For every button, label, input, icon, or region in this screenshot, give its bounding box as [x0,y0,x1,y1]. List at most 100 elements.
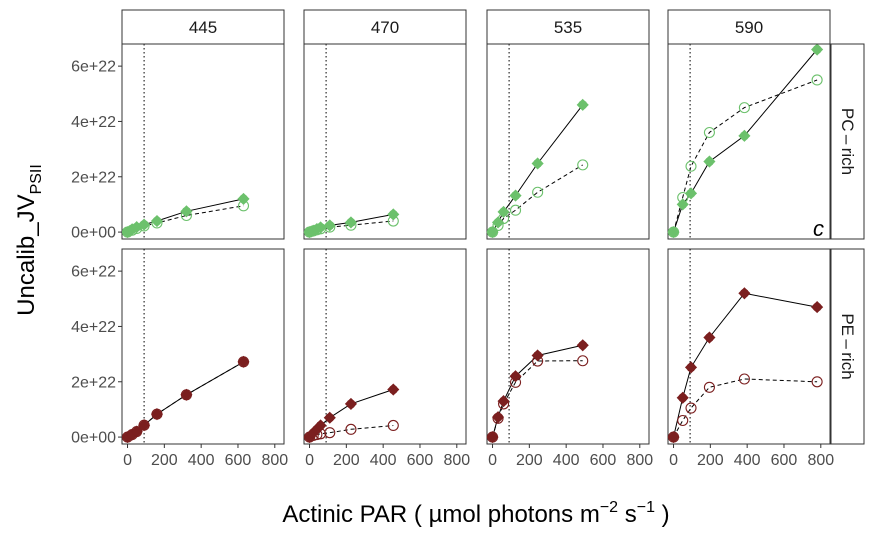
filled-point-core [686,362,696,372]
series-open-line [673,378,818,438]
filled-point-core [346,217,356,227]
x-axis-title-tail: ) [655,501,670,528]
panel-border [303,43,467,240]
filled-point-core [533,350,543,360]
open-point [577,355,589,367]
panel-annotation: c [813,216,824,241]
column-strip-label-445: 445 [189,18,217,37]
column-strip-445 [121,9,285,45]
filled-point-core [181,206,191,216]
column-strip-label-470: 470 [371,18,399,37]
filled-point-core [316,222,326,232]
x-tick-label: 0 [488,452,497,469]
filled-point-core [669,432,679,442]
panel-r0-c3 [667,43,831,240]
filled-point-core [533,158,543,168]
open-point [738,102,750,114]
open-point [577,159,589,171]
x-tick-label: 800 [807,452,834,469]
open-point [738,373,750,385]
y-tick-label: 2e+22 [71,169,116,186]
y-tick-label: 0e+00 [71,225,116,242]
series-solid-line [673,49,818,233]
filled-point-core [316,420,326,430]
panel-border [667,248,831,445]
column-strip-535 [486,9,650,45]
y-tick-label: 0e+00 [71,430,116,447]
filled-point-core [678,199,688,209]
x-tick-label: 400 [188,452,215,469]
panel-r0-c1 [303,43,467,240]
x-tick-label: 800 [443,452,470,469]
open-point [811,376,823,388]
open-point [677,414,689,427]
filled-point-core [181,390,191,400]
x-axis-title-mid: s [618,501,637,528]
filled-point-core [812,45,822,55]
x-tick-label: 200 [516,452,543,469]
panel-r1-c1 [303,248,467,445]
filled-point-core [578,100,588,110]
column-strip-590 [667,9,831,45]
y-axis-title-sub: PSII [28,164,45,194]
open-point [532,186,544,198]
row-strip-0 [830,43,865,240]
x-tick-label: 600 [225,452,252,469]
open-point [685,160,697,172]
filled-point-core [678,393,688,403]
y-tick-label: 6e+22 [71,59,116,76]
filled-point-core [739,131,749,141]
filled-point-core [669,227,679,237]
x-axis-title-exp2: −1 [637,499,655,516]
panel-r1-c3 [667,248,831,445]
strips-layer: 445 470 535 590 PC – rich PE – rich [121,9,865,445]
filled-point-core [739,288,749,298]
filled-point-core [388,209,398,219]
filled-point-core [511,191,521,201]
x-tick-label: 600 [407,452,434,469]
filled-point-core [511,371,521,381]
x-axis-title: Actinic PAR ( µmol photons m−2 s−1 ) [282,499,669,528]
filled-point-core [578,340,588,350]
row-strip-1 [830,248,865,445]
open-point [703,126,715,139]
x-tick-label: 600 [771,452,798,469]
series-open-line [309,425,394,438]
filled-point-core [239,194,248,204]
filled-point-core [488,227,498,237]
row-strip-label-0: PC – rich [838,108,857,175]
y-axis-title: Uncalib_JVPSII [13,164,45,316]
axes-layer: 0e+00 2e+22 4e+22 6e+22 0e+00 2e+22 4e+22 6e+22… [71,59,834,469]
y-tick-label: 6e+22 [71,264,116,281]
filled-point-core [704,157,714,167]
panel-border [486,43,650,240]
open-point [345,423,357,435]
open-point [685,402,697,414]
open-point [811,74,823,86]
panel-r0-c2 [486,43,650,240]
filled-point-core [488,432,498,442]
panel-r1-c2 [486,248,650,445]
y-tick-label: 4e+22 [71,319,116,336]
x-tick-label: 200 [333,452,360,469]
x-tick-label: 0 [123,452,132,469]
x-tick-label: 0 [669,452,678,469]
filled-point-core [493,412,503,422]
open-point [703,381,715,393]
x-tick-label: 400 [553,452,580,469]
filled-point-core [152,216,162,226]
x-tick-label: 400 [734,452,761,469]
filled-point-core [239,357,248,367]
panel-r1-c0 [121,248,285,445]
filled-point-core [704,333,714,343]
panels-layer [121,43,831,445]
filled-point-core [493,217,503,227]
y-tick-label: 4e+22 [71,114,116,131]
row-strip-label-1: PE – rich [838,313,857,379]
titles-layer: Actinic PAR ( µmol photons m−2 s−1 ) Unc… [13,164,670,528]
x-tick-label: 800 [626,452,653,469]
panel-border [121,248,285,445]
x-axis-title-exp1: −2 [600,499,618,516]
x-tick-label: 0 [305,452,314,469]
